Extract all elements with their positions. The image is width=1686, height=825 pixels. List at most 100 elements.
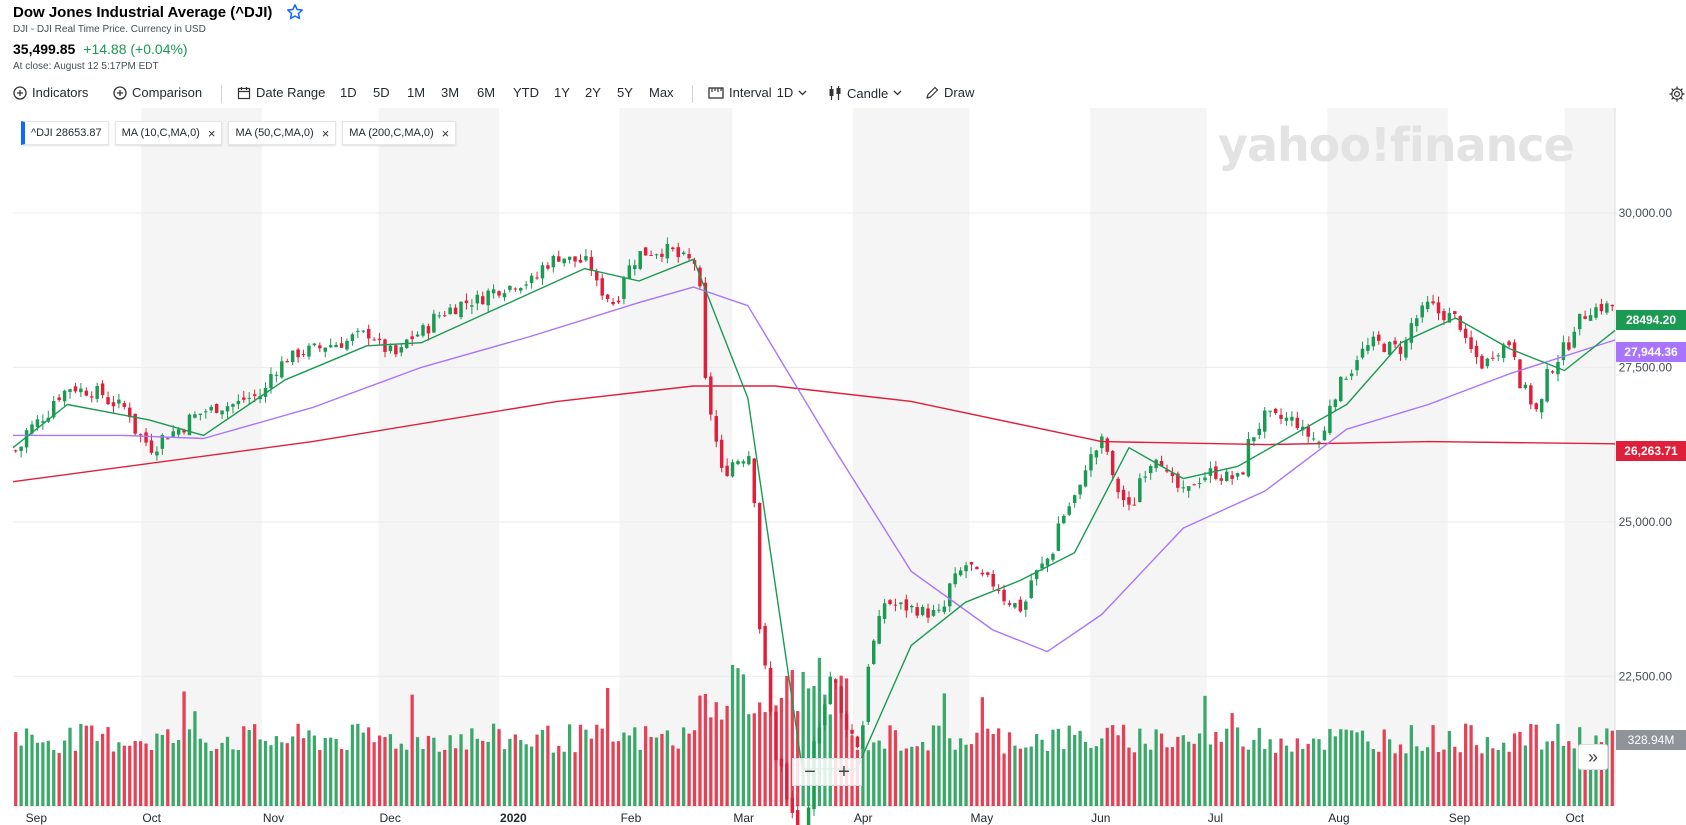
candle-body [437,315,442,317]
volume-bar [1013,745,1017,806]
candle-body [980,572,985,575]
close-icon[interactable]: × [441,125,450,141]
gear-icon[interactable] [1668,85,1686,103]
candle-body [1105,438,1109,452]
volume-bar [377,735,382,806]
volume-bar [24,728,29,806]
volume-bar [910,746,914,806]
volume-bar [997,728,1001,806]
volume-bar [41,742,45,806]
range-5y[interactable]: 5Y [617,85,633,100]
watchlist-star-icon[interactable] [286,3,304,21]
range-1y[interactable]: 1Y [554,85,570,100]
volume-bar [1550,741,1555,806]
date-range-button[interactable]: Date Range [237,85,325,100]
candle-body [888,600,892,604]
candle-body [915,607,919,616]
indicators-button[interactable]: Indicators [13,85,88,100]
volume-bar [182,691,186,806]
volume-bar [1062,749,1066,806]
price-chart[interactable]: 22,500.00 25,000.00 27,500.00 30,000.00 Sep O… [0,108,1686,825]
volume-bar [1398,744,1403,806]
plus-circle-icon [113,85,127,100]
comparison-button[interactable]: Comparison [113,85,202,100]
volume-bar [285,743,289,806]
volume-bar [1273,752,1278,806]
candle-body [231,404,235,407]
range-6m[interactable]: 6M [477,85,496,100]
candle-body [415,334,420,337]
x-tick-label: Dec [380,811,401,825]
volume-bar [209,750,213,806]
candle-body [937,609,941,611]
candle-body [790,797,795,813]
volume-bar [975,732,979,806]
candle-body [1029,580,1033,599]
volume-bar [557,745,561,806]
volume-bar [1018,748,1022,806]
draw-label: Draw [944,85,975,100]
candle-body [19,446,23,451]
range-3m[interactable]: 3M [441,85,460,100]
chart-type-button[interactable]: Candle [828,85,902,101]
candle-body [611,301,615,305]
legend-ma50[interactable]: MA (50,C,MA,0) × [228,121,337,145]
candle-body [481,296,485,305]
legend-ma10[interactable]: MA (10,C,MA,0) × [114,121,223,145]
volume-bar [1165,747,1169,806]
candle-body [73,386,78,392]
volume-bar [350,724,355,806]
volume-bar [611,741,615,806]
volume-bar [160,734,164,806]
chart-area[interactable]: 22,500.00 25,000.00 27,500.00 30,000.00 Sep O… [0,108,1686,825]
candle-body [328,345,333,348]
range-max[interactable]: Max [649,85,674,100]
candle-body [1322,430,1327,441]
legend-main-label: ^DJI 28653.87 [31,127,102,139]
candle-body [1072,495,1077,504]
volume-bar [785,675,789,806]
close-icon[interactable]: × [321,125,330,141]
candle-body [687,254,691,259]
candle-body [138,434,143,436]
range-1d[interactable]: 1D [340,85,357,100]
ruler-icon [708,86,724,99]
volume-bar [969,744,974,806]
volume-bar [633,727,637,806]
indicators-label: Indicators [32,85,89,100]
close-icon[interactable]: × [207,125,216,141]
expand-chart-button[interactable]: » [1578,744,1608,770]
volume-bar [931,725,936,806]
volume-bar [410,694,414,806]
candle-body [1252,437,1256,442]
legend-ma200[interactable]: MA (200,C,MA,0) × [342,121,457,145]
volume-bar [491,723,496,806]
volume-bar [62,740,67,806]
candle-body [383,339,387,352]
zoom-in-button[interactable]: + [838,761,850,783]
candle-body [442,315,447,317]
range-1m[interactable]: 1M [407,85,426,100]
legend-main-symbol[interactable]: ^DJI 28653.87 [21,121,109,145]
candle-body [1002,589,1006,602]
range-2y[interactable]: 2Y [585,85,601,100]
range-ytd[interactable]: YTD [513,85,539,100]
range-5d[interactable]: 5D [373,85,390,100]
volume-bar [991,734,995,806]
volume-bar [1349,730,1354,806]
candle-body [1599,303,1604,312]
volume-bar [1474,745,1479,806]
interval-button[interactable]: Interval 1D [708,85,807,100]
volume-bar [616,741,621,806]
volume-bar [687,733,691,806]
volume-bar [698,695,702,806]
candle-body [1018,599,1023,612]
volume-bar [1263,748,1267,806]
volume-bar [307,730,311,806]
volume-bar [676,748,680,806]
volume-bar [1469,725,1473,806]
zoom-out-button[interactable]: − [804,761,816,783]
candle-body [1290,416,1294,421]
draw-button[interactable]: Draw [925,85,974,100]
volume-bar [177,740,181,806]
